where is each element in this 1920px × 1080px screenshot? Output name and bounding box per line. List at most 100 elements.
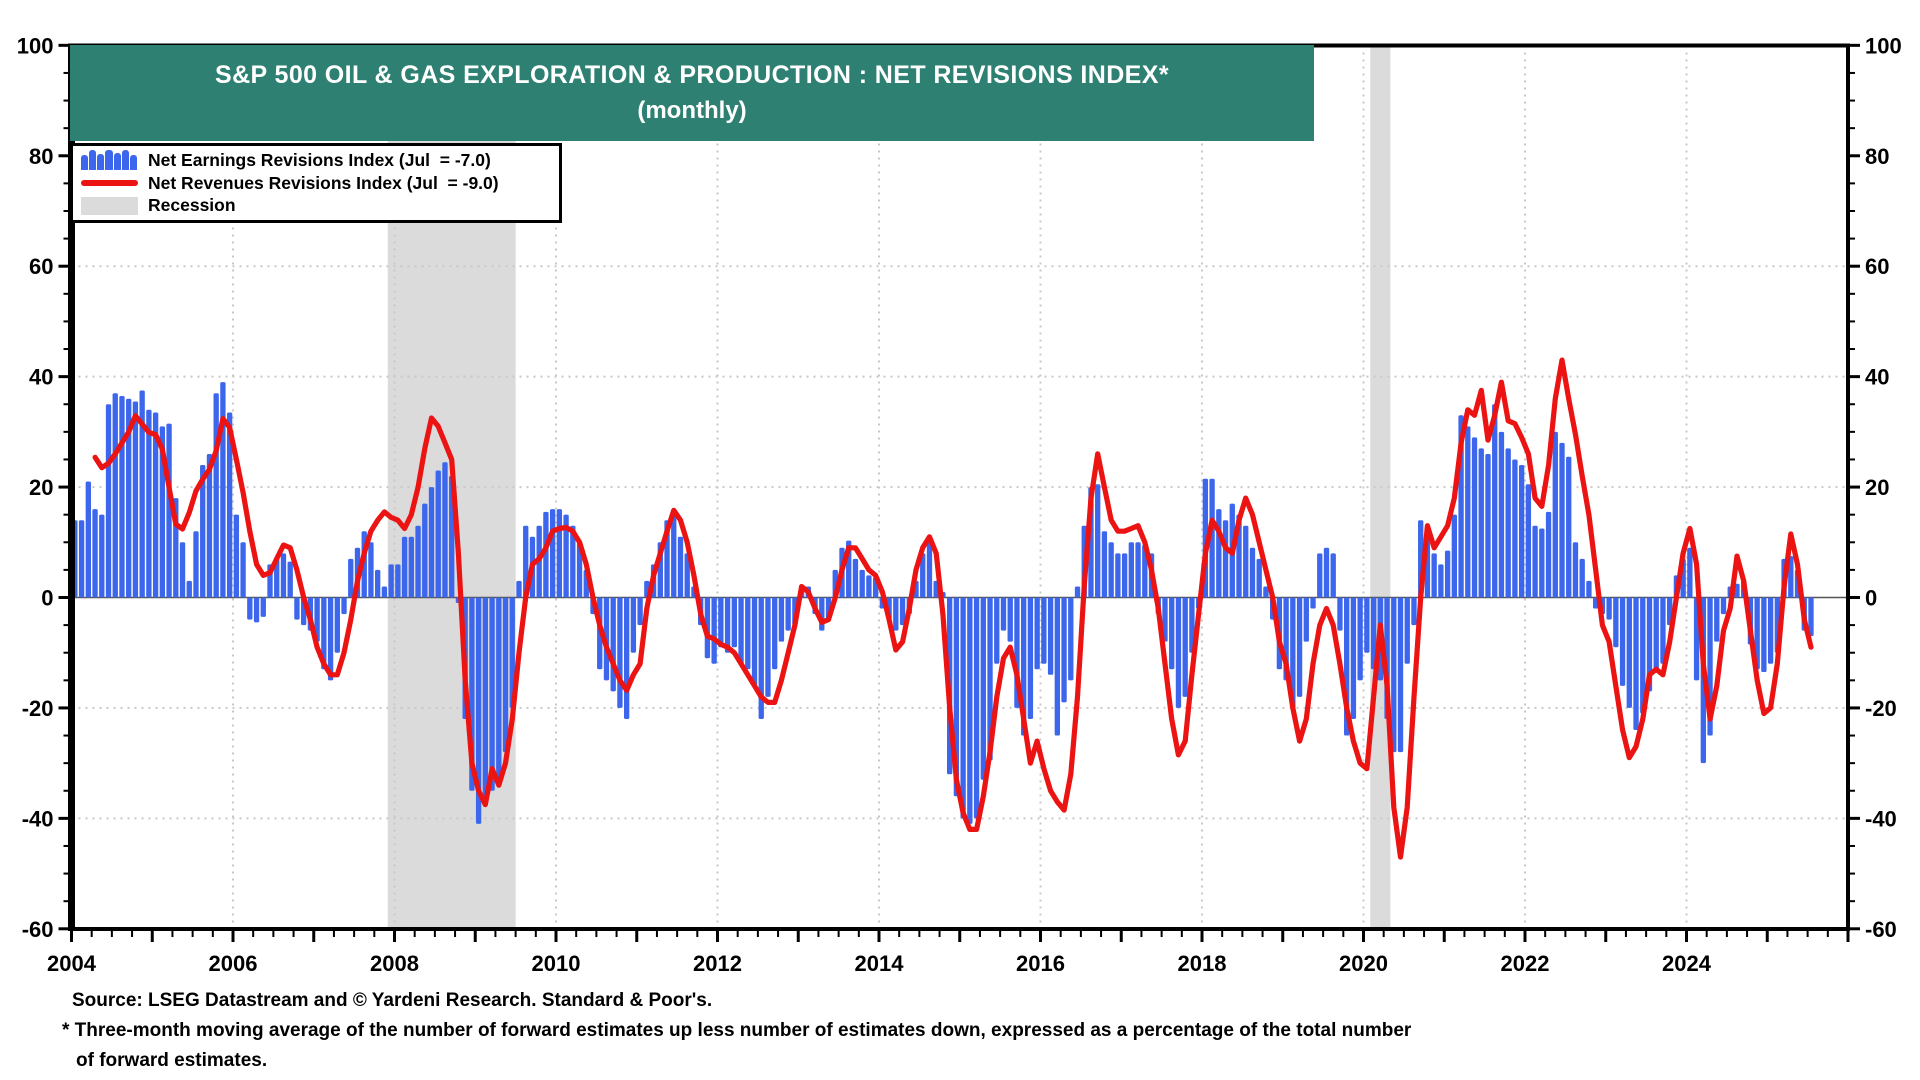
earnings-bar bbox=[220, 382, 226, 598]
earnings-bar bbox=[475, 597, 482, 824]
earnings-bar bbox=[718, 597, 724, 648]
earnings-bar bbox=[1626, 597, 1632, 708]
earnings-bar bbox=[1498, 431, 1505, 598]
earnings-bar bbox=[348, 558, 354, 598]
x-axis-year-label: 2022 bbox=[1501, 951, 1550, 976]
earnings-bar bbox=[422, 503, 428, 598]
legend-item-recession: Recession bbox=[81, 194, 559, 217]
y-axis-label-left: -20 bbox=[22, 696, 54, 721]
earnings-bar bbox=[785, 597, 791, 631]
earnings-bar bbox=[1095, 484, 1101, 598]
earnings-bar bbox=[1101, 531, 1108, 598]
earnings-bar bbox=[967, 597, 973, 824]
earnings-bar bbox=[1061, 597, 1067, 703]
earnings-bar bbox=[671, 509, 677, 598]
earnings-bar bbox=[1465, 426, 1471, 598]
x-axis-year-label: 2004 bbox=[47, 951, 97, 976]
earnings-bar bbox=[482, 597, 489, 802]
earnings-bar bbox=[1478, 448, 1484, 598]
chart-subtitle: (monthly) bbox=[637, 97, 747, 124]
legend: Net Earnings Revisions Index (Jul = -7.0… bbox=[70, 143, 562, 223]
earnings-bar bbox=[1788, 556, 1794, 598]
earnings-bar bbox=[381, 586, 388, 598]
earnings-bar bbox=[1296, 597, 1303, 697]
earnings-bar bbox=[401, 536, 408, 598]
earnings-bar bbox=[260, 597, 266, 617]
earnings-bar bbox=[1047, 597, 1054, 675]
x-axis-year-label: 2008 bbox=[370, 951, 419, 976]
earnings-bar bbox=[78, 520, 85, 598]
earnings-bar bbox=[1552, 431, 1558, 598]
earnings-bar bbox=[1317, 553, 1323, 598]
y-axis-label-right: 60 bbox=[1865, 254, 1889, 279]
earnings-bar bbox=[253, 597, 260, 623]
recession-swatch-icon bbox=[81, 196, 138, 215]
earnings-bar bbox=[1310, 597, 1316, 609]
earnings-bar bbox=[1559, 442, 1565, 598]
earnings-bar bbox=[442, 462, 448, 598]
earnings-bar bbox=[1222, 520, 1229, 598]
earnings-bar bbox=[1357, 597, 1363, 681]
earnings-bar bbox=[926, 542, 933, 598]
earnings-bar bbox=[623, 597, 630, 719]
earnings-bar bbox=[321, 597, 327, 670]
earnings-bar bbox=[428, 487, 435, 598]
earnings-bar bbox=[287, 561, 293, 598]
earnings-bar bbox=[1169, 597, 1175, 670]
earnings-bar bbox=[1007, 597, 1013, 642]
x-axis-year-label: 2010 bbox=[532, 951, 581, 976]
y-axis-label-left: 80 bbox=[29, 144, 53, 169]
earnings-bar bbox=[731, 597, 737, 648]
earnings-bar bbox=[1761, 597, 1767, 673]
earnings-bar bbox=[1404, 597, 1410, 664]
earnings-bar bbox=[1411, 597, 1417, 626]
earnings-bar bbox=[1619, 597, 1626, 686]
earnings-bar bbox=[1397, 597, 1404, 753]
legend-earnings-label: Net Earnings Revisions Index (Jul = -7.0… bbox=[148, 149, 491, 170]
earnings-bar bbox=[1162, 597, 1168, 642]
earnings-bar bbox=[1128, 542, 1135, 598]
earnings-bar bbox=[132, 401, 139, 598]
earnings-bar bbox=[1108, 542, 1114, 598]
earnings-bar bbox=[852, 558, 859, 598]
title-banner: S&P 500 OIL & GAS EXPLORATION & PRODUCTI… bbox=[70, 45, 1314, 141]
earnings-bar bbox=[778, 597, 785, 642]
earnings-bar bbox=[509, 597, 515, 708]
earnings-bar bbox=[1330, 553, 1336, 598]
earnings-bar bbox=[549, 509, 556, 598]
earnings-bar bbox=[415, 525, 421, 598]
earnings-bar bbox=[1767, 597, 1774, 664]
earnings-bar bbox=[375, 569, 381, 598]
y-axis-label-right: 40 bbox=[1865, 365, 1889, 390]
earnings-bar bbox=[1518, 464, 1525, 598]
earnings-bar bbox=[1572, 542, 1579, 598]
earnings-bar bbox=[119, 395, 125, 598]
earnings-bar bbox=[240, 542, 246, 598]
earnings-bar bbox=[1115, 553, 1121, 598]
x-axis-year-label: 2014 bbox=[855, 951, 905, 976]
y-axis-label-right: 20 bbox=[1865, 475, 1889, 500]
earnings-bar bbox=[1263, 586, 1269, 598]
earnings-bar bbox=[1027, 597, 1034, 719]
earnings-bar bbox=[1370, 597, 1377, 670]
earnings-bar bbox=[738, 597, 744, 664]
earnings-bar bbox=[489, 597, 495, 791]
earnings-bar bbox=[1256, 558, 1262, 598]
earnings-bar bbox=[1209, 478, 1215, 598]
earnings-bar bbox=[1444, 550, 1451, 598]
earnings-bar bbox=[1175, 597, 1182, 708]
earnings-bar bbox=[294, 597, 300, 620]
source-note: Source: LSEG Datastream and © Yardeni Re… bbox=[62, 986, 1411, 1076]
earnings-bar bbox=[126, 398, 132, 598]
earnings-bar bbox=[1687, 547, 1693, 598]
earnings-bar bbox=[1808, 597, 1814, 637]
y-axis-label-right: -40 bbox=[1865, 806, 1897, 831]
legend-item-earnings: Net Earnings Revisions Index (Jul = -7.0… bbox=[81, 149, 559, 172]
earnings-bar bbox=[327, 597, 334, 681]
x-axis-year-label: 2018 bbox=[1178, 951, 1227, 976]
earnings-bar bbox=[179, 542, 186, 598]
earnings-bar bbox=[139, 390, 145, 598]
earnings-bar bbox=[233, 514, 240, 598]
earnings-bar bbox=[314, 597, 320, 642]
earnings-bar bbox=[1512, 459, 1518, 598]
